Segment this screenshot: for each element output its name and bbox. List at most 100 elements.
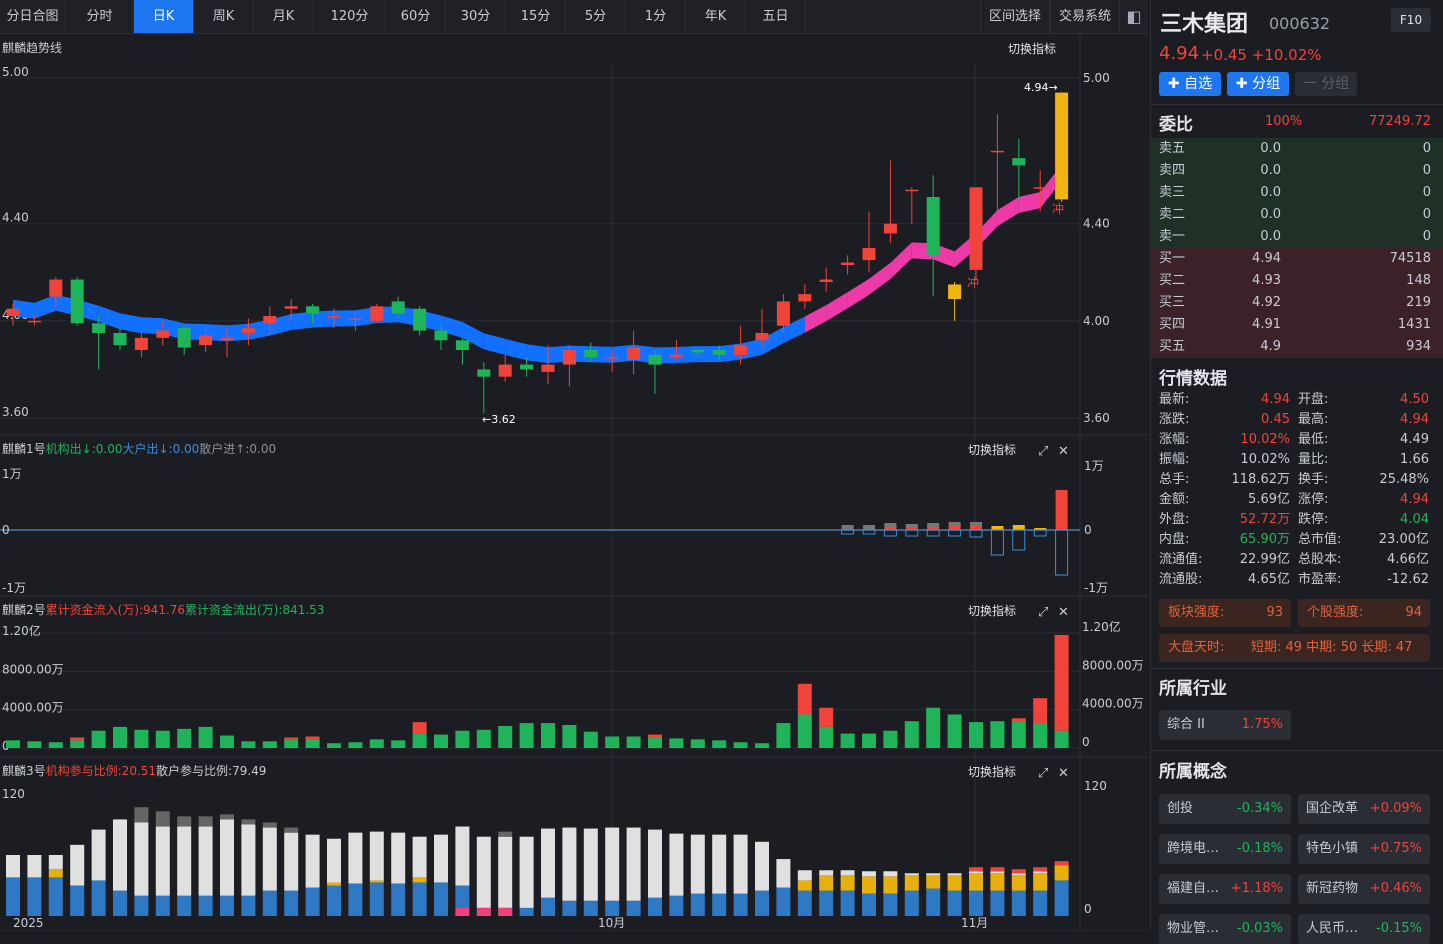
p1-bar: [990, 529, 1004, 556]
candle-body: [990, 150, 1004, 153]
p3-bar: [797, 870, 812, 881]
tab-6[interactable]: 60分: [386, 0, 446, 33]
concept-tag[interactable]: 跨境电… -0.18%: [1159, 834, 1291, 864]
p3-bar: [519, 836, 534, 908]
p1-bar: [884, 525, 897, 530]
switch-indicator: 切换指标: [968, 442, 1016, 457]
tab-11[interactable]: 年K: [686, 0, 746, 33]
p3-bar: [969, 867, 983, 872]
p3-bar: [969, 871, 983, 874]
p3-bar: [947, 875, 962, 891]
concept-tag[interactable]: 国企改革 +0.09%: [1298, 794, 1430, 824]
p3-bar: [712, 834, 727, 894]
close-icon: ✕: [1058, 444, 1069, 459]
tab-0[interactable]: 分日合图: [0, 0, 66, 33]
p1-bar: [841, 525, 854, 529]
candle-body: [49, 279, 63, 297]
concept-tag[interactable]: 特色小镇 +0.75%: [1298, 834, 1430, 864]
p3-bar: [262, 827, 277, 891]
trend-band-segment: [804, 305, 827, 333]
p1-bar: [948, 522, 961, 526]
candle-body: [669, 354, 683, 358]
p3-bar: [541, 828, 555, 898]
f10-button[interactable]: F10: [1391, 8, 1431, 32]
quote-row: 金额: 5.69亿 涨停: 4.94: [1159, 492, 1429, 507]
p3-bar: [712, 893, 727, 916]
p2-bar: [862, 733, 876, 748]
p2-bar: [70, 737, 85, 741]
tab-3[interactable]: 周K: [194, 0, 254, 33]
p2-bar: [305, 736, 320, 740]
p3-bar: [797, 880, 812, 891]
tab-2[interactable]: 日K: [134, 0, 194, 33]
p1-bar: [884, 523, 897, 527]
p3-bar: [498, 907, 513, 916]
p3-bar: [819, 890, 834, 916]
add-watch-button[interactable]: ✚ 自选: [1159, 72, 1221, 96]
industry-tag[interactable]: 综合 II 1.75%: [1159, 710, 1291, 740]
p3-bar: [904, 875, 919, 891]
p1-bar: [1012, 529, 1026, 551]
p3-bar: [262, 822, 277, 828]
concept-tag[interactable]: 创投 -0.34%: [1159, 794, 1291, 824]
expand-icon: ⤢: [1038, 766, 1048, 781]
p3-bar: [990, 890, 1005, 916]
concept-tag[interactable]: 福建自… +1.18%: [1159, 874, 1291, 904]
p3-bar: [412, 877, 427, 883]
tab-8[interactable]: 15分: [506, 0, 566, 33]
concept-tag[interactable]: 物业管… -0.03%: [1159, 914, 1291, 944]
trend-band-segment: [847, 278, 869, 309]
quote-row: 涨跌: 0.45 最高: 4.94: [1159, 412, 1429, 427]
p2-bar: [27, 741, 42, 748]
p3-bar: [348, 832, 363, 884]
p3-bar: [177, 816, 192, 827]
p3-bar: [284, 890, 299, 916]
tab-10[interactable]: 1分: [626, 0, 686, 33]
p3-bar: [369, 880, 384, 883]
p1-bar: [905, 524, 918, 528]
candle-body: [562, 350, 576, 365]
y-tick-right: 4.40: [1083, 217, 1110, 231]
p1-bar: [862, 529, 876, 535]
tab-7[interactable]: 30分: [446, 0, 506, 33]
candle-body: [905, 189, 919, 192]
add-group-button[interactable]: ✚ 分组: [1227, 72, 1289, 96]
y-tick-right: 1.20亿: [1082, 619, 1121, 634]
tab-1[interactable]: 分时: [66, 0, 134, 33]
p3-bar: [48, 869, 63, 878]
x-label: 2025: [13, 916, 44, 930]
quote-row: 振幅: 10.02% 量比: 1.66: [1159, 452, 1429, 467]
p1-bar: [969, 529, 983, 538]
candle-body: [455, 340, 469, 350]
tab-4[interactable]: 月K: [254, 0, 314, 33]
p3-bar: [305, 834, 320, 888]
last-price: 4.94: [1159, 43, 1200, 64]
tab-9[interactable]: 5分: [566, 0, 626, 33]
p1-bar: [926, 529, 940, 537]
order-row: 卖一 0.0 0: [1151, 226, 1443, 248]
remove-group-button[interactable]: 一 分组: [1295, 72, 1357, 96]
sidebar-toggle-icon[interactable]: ◧: [1126, 7, 1142, 26]
p2-bar: [519, 723, 534, 748]
p3-bar: [626, 827, 641, 901]
p3-bar: [605, 827, 620, 901]
concept-tag[interactable]: 人民币… -0.15%: [1298, 914, 1430, 944]
candle-body: [284, 306, 298, 309]
expand-icon: ⤢: [1038, 605, 1048, 620]
expand-icon: ⤢: [1038, 444, 1048, 459]
p3-bar: [1033, 873, 1048, 891]
range-select-button[interactable]: 区间选择: [980, 0, 1050, 33]
tab-12[interactable]: 五日: [746, 0, 806, 33]
p3-bar: [947, 890, 962, 916]
p3-bar: [926, 873, 941, 876]
switch-indicator-main: 切换指标: [1008, 41, 1056, 56]
label: -1万: [1084, 581, 1108, 595]
candle-body: [220, 337, 234, 341]
low-label: ←3.62: [482, 413, 516, 426]
concept-tag[interactable]: 新冠药物 +0.46%: [1298, 874, 1430, 904]
p3-bar: [862, 876, 876, 894]
trade-system-button[interactable]: 交易系统: [1050, 0, 1120, 33]
order-row: 买三 4.92 219: [1151, 292, 1443, 314]
p2-bar: [327, 743, 341, 748]
tab-5[interactable]: 120分: [314, 0, 386, 33]
